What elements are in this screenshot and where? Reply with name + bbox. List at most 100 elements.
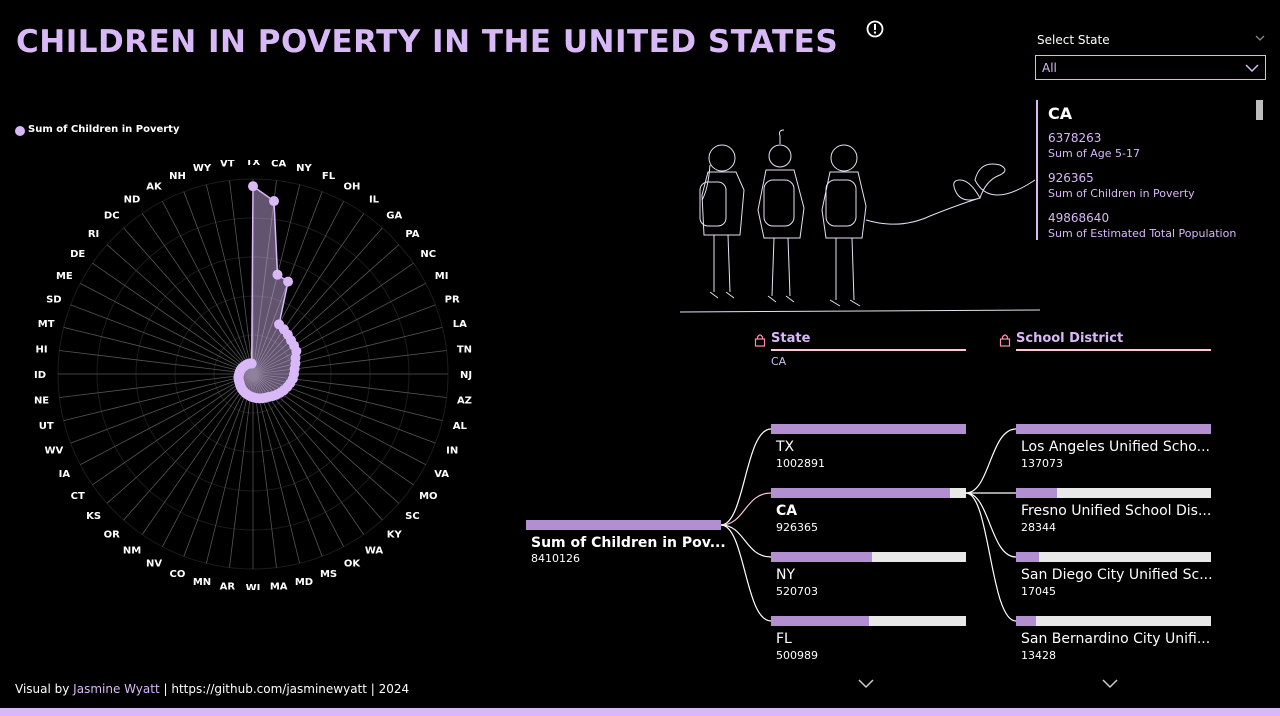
legend-marker bbox=[15, 126, 25, 136]
decomp-district-label: Los Angeles Unified Scho... bbox=[1021, 439, 1210, 455]
decomp-state-bar-fill bbox=[771, 488, 950, 498]
decomp-connector bbox=[965, 492, 1017, 622]
radar-spoke bbox=[59, 373, 254, 398]
decomp-district-bar-track[interactable] bbox=[1016, 488, 1211, 498]
radar-axis-label: ND bbox=[124, 195, 141, 206]
radar-spoke bbox=[252, 244, 400, 375]
decomp-district-value: 137073 bbox=[1021, 457, 1063, 470]
radar-axis-label: CO bbox=[170, 569, 186, 580]
radar-axis-label: HI bbox=[36, 344, 48, 355]
decomp-header-district[interactable]: School District bbox=[1016, 331, 1124, 346]
decomp-state-bar-track[interactable] bbox=[771, 488, 966, 498]
radar-spoke bbox=[70, 304, 254, 375]
decomp-connector bbox=[720, 428, 772, 526]
radar-spoke bbox=[252, 373, 447, 398]
decomp-district-bar-fill bbox=[1016, 424, 1211, 434]
decomp-root-bar[interactable] bbox=[526, 520, 721, 530]
radar-spoke bbox=[80, 283, 254, 375]
radar-axis-label: NV bbox=[146, 559, 162, 570]
radar-spoke bbox=[183, 373, 254, 557]
radar-axis-label: TN bbox=[457, 344, 472, 355]
card-scrollbar[interactable] bbox=[1256, 100, 1263, 120]
bottom-accent-bar bbox=[0, 708, 1280, 716]
radar-axis-label: AZ bbox=[457, 396, 472, 407]
radar-axis-label: TX bbox=[246, 160, 261, 168]
radar-spoke bbox=[252, 373, 344, 547]
radar-spoke bbox=[106, 373, 254, 504]
decomp-district-value: 13428 bbox=[1021, 649, 1056, 662]
radar-spoke bbox=[63, 373, 254, 422]
radar-axis-label: WA bbox=[365, 545, 384, 556]
radar-axis-label: GA bbox=[386, 211, 402, 222]
radar-spoke bbox=[252, 304, 436, 375]
radar-axis-label: DE bbox=[70, 249, 85, 260]
decomp-district-value: 17045 bbox=[1021, 585, 1056, 598]
radar-axis-label: KS bbox=[86, 511, 101, 522]
decomp-state-label: FL bbox=[776, 631, 792, 647]
decomp-state-value: 500989 bbox=[776, 649, 818, 662]
radar-axis-label: AL bbox=[453, 421, 468, 432]
radar-point-ny bbox=[272, 269, 283, 280]
decomp-state-bar-track[interactable] bbox=[771, 424, 966, 434]
decomp-state-bar-track[interactable] bbox=[771, 552, 966, 562]
decomp-district-bar-track[interactable] bbox=[1016, 424, 1211, 434]
radar-axis-label: IL bbox=[369, 195, 380, 206]
radar-spoke bbox=[183, 191, 254, 375]
info-icon[interactable] bbox=[866, 20, 884, 38]
radar-axis-label: OR bbox=[104, 529, 121, 540]
radar-axis-label: WV bbox=[44, 446, 63, 457]
decomp-connector bbox=[720, 492, 772, 526]
radar-spoke bbox=[252, 373, 443, 422]
radar-spoke bbox=[205, 373, 254, 564]
chevron-down-icon[interactable] bbox=[858, 679, 874, 689]
decomp-connector bbox=[720, 524, 772, 622]
radar-spoke bbox=[59, 350, 254, 375]
radar-axis-label: IN bbox=[446, 446, 458, 457]
radar-axis-label: VT bbox=[220, 160, 235, 170]
radar-axis-label: MD bbox=[295, 577, 313, 588]
radar-axis-label: MT bbox=[38, 319, 55, 330]
radar-spoke bbox=[162, 373, 254, 547]
chevron-down-icon[interactable] bbox=[1102, 679, 1118, 689]
footer-credit: Visual by Jasmine Wyatt | https://github… bbox=[15, 682, 409, 696]
decomp-district-bar-track[interactable] bbox=[1016, 552, 1211, 562]
footer-suffix: | https://github.com/jasminewyatt | 2024 bbox=[159, 682, 410, 696]
radar-spoke bbox=[229, 373, 254, 568]
card-state: CA bbox=[1048, 104, 1073, 123]
decomp-state-bar-fill bbox=[771, 424, 966, 434]
radar-axis-label: UT bbox=[39, 421, 54, 432]
decomp-district-bar-track[interactable] bbox=[1016, 616, 1211, 626]
radar-spoke bbox=[252, 227, 383, 375]
chevron-down-icon[interactable] bbox=[1254, 32, 1266, 44]
radar-axis-label: ME bbox=[56, 271, 73, 282]
radar-spoke bbox=[229, 180, 254, 375]
decomp-state-value: 1002891 bbox=[776, 457, 825, 470]
decomp-district-label: San Bernardino City Unifi... bbox=[1021, 631, 1211, 647]
radar-spoke bbox=[252, 373, 277, 568]
radar-axis-label: NM bbox=[123, 545, 141, 556]
decomp-district-label: San Diego City Unified Sc... bbox=[1021, 567, 1213, 583]
radar-axis-label: WY bbox=[193, 163, 212, 174]
decomp-state-bar-fill bbox=[771, 552, 872, 562]
radar-spoke bbox=[252, 213, 365, 375]
decomp-root-label: Sum of Children in Pov... bbox=[531, 535, 726, 551]
radar-axis-label: FL bbox=[322, 171, 336, 182]
slicer-label: Select State bbox=[1037, 33, 1110, 47]
radar-axis-label: OK bbox=[344, 559, 362, 570]
chevron-down-icon bbox=[1245, 64, 1259, 73]
decomp-header-state[interactable]: State bbox=[771, 331, 811, 346]
radar-spoke bbox=[123, 373, 254, 521]
radar-axis-label: NH bbox=[169, 171, 186, 182]
radar-axis-label: RI bbox=[88, 229, 99, 240]
state-select-dropdown[interactable]: All bbox=[1035, 55, 1266, 80]
radar-axis-label: AK bbox=[146, 181, 163, 192]
state-select-value: All bbox=[1042, 61, 1057, 75]
decomp-district-label: Fresno Unified School Dis... bbox=[1021, 503, 1212, 519]
decomp-header-state-underline bbox=[771, 349, 966, 351]
radar-axis-label: CA bbox=[271, 160, 286, 170]
decomp-state-bar-track[interactable] bbox=[771, 616, 966, 626]
radar-spoke bbox=[141, 213, 254, 375]
radar-spoke bbox=[252, 373, 301, 564]
radar-axis-label: ID bbox=[34, 370, 46, 381]
